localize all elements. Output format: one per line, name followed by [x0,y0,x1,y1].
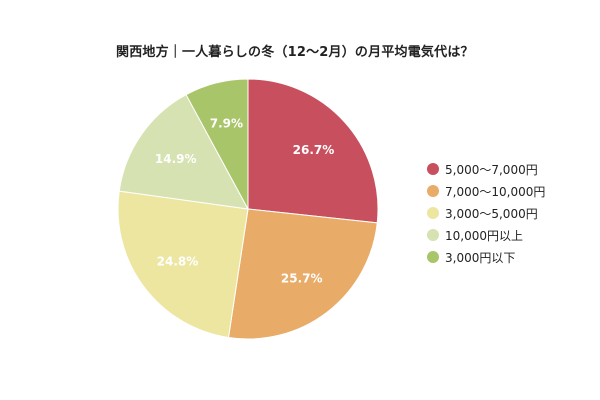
chart-legend: 5,000〜7,000円 7,000〜10,000円 3,000〜5,000円 10,… [427,158,545,268]
legend-item: 7,000〜10,000円 [427,180,545,202]
pie-slice [118,94,249,210]
legend-swatch [427,185,439,197]
chart-title: 関西地方｜一人暮らしの冬（12〜2月）の月平均電気代は？ [116,45,474,60]
slice-value-label: 26.7% [293,143,335,157]
slice-value-label: 25.7% [281,272,323,286]
slice-value-label: 7.9% [210,117,243,131]
slice-value-label: 24.8% [157,255,199,269]
pie-slice [185,78,249,210]
legend-label: 10,000円以上 [445,228,523,243]
legend-item: 3,000〜5,000円 [427,202,545,224]
legend-label: 7,000〜10,000円 [445,184,546,199]
legend-label: 3,000円以下 [445,250,516,265]
legend-swatch [427,207,439,219]
legend-swatch [427,163,439,175]
pie-slice [227,208,378,340]
legend-swatch [427,251,439,263]
legend-item: 5,000〜7,000円 [427,158,545,180]
legend-label: 3,000〜5,000円 [445,206,538,221]
pie-slices [117,78,379,340]
pie-slice [247,78,379,224]
legend-item: 10,000円以上 [427,224,545,246]
legend-swatch [427,229,439,241]
legend-label: 5,000〜7,000円 [445,162,538,177]
legend-item: 3,000円以下 [427,246,545,268]
slice-value-label: 14.9% [155,152,197,166]
pie-slice [117,190,249,339]
pie-value-labels: 26.7% 25.7% 24.8% 14.9% 7.9% [155,117,334,286]
